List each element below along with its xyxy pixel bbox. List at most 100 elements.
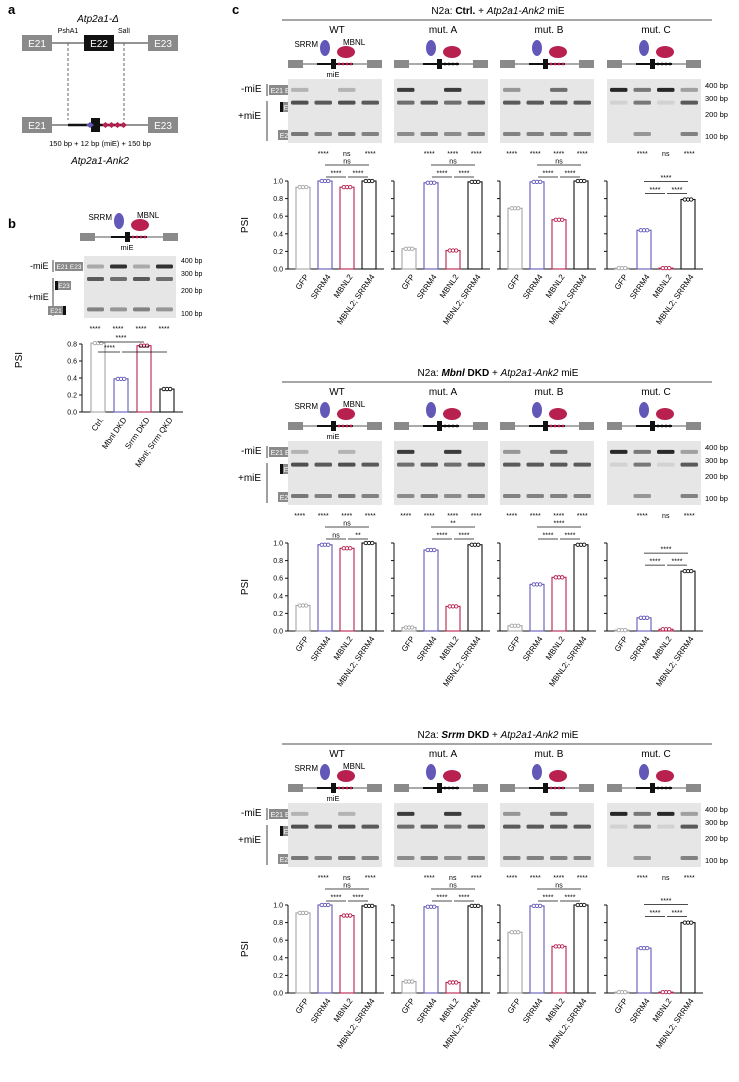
minus-mie-label: -miE [241,808,262,819]
x-tick-label: GFP [294,635,311,654]
bar [573,180,589,270]
gel-band [657,811,675,816]
row-title-part: Ctrl. [455,6,475,17]
data-point [689,569,694,574]
group-name: mut. A [429,387,458,398]
gel-band [633,87,651,92]
y-tick-label: 0.0 [273,629,283,636]
schematic-exon-left [288,422,303,430]
row-title-part: + [475,6,486,17]
bar [317,180,333,270]
bar [680,198,696,270]
gel-sig-label: **** [294,513,305,520]
row-title-part: Atp2a1-Ank2 [500,730,559,741]
gel-band [156,307,173,312]
x-tick-label: SRRM4 [628,634,652,663]
x-tick-label: MBNL2 [438,272,461,299]
schematic-mie [650,59,655,69]
gel-band [503,100,521,105]
bar [401,248,417,270]
sig-label: **** [116,335,127,342]
band-e21e23: E21 E23 [271,812,298,819]
row-title-part: Mbnl [441,368,465,379]
x-tick-label: MBNL2 [332,996,355,1023]
bar [445,605,461,632]
schematic-mie [543,421,548,431]
x-tick-label: GFP [400,273,417,292]
schematic-exon-left [394,60,409,68]
schematic-mie [331,783,336,793]
schematic-motif [549,62,553,66]
data-point [560,575,565,580]
band-tag [48,306,66,315]
bar [467,905,483,994]
data-point [326,542,331,547]
schematic-mie [437,783,442,793]
srrm-oval [532,402,542,418]
sig-label: ns [555,159,563,166]
data-point [370,540,375,546]
schematic-mie [543,783,548,793]
data-point [582,902,587,908]
y-tick-label: 1.0 [273,541,283,548]
minus-mie-label: -miE [241,446,262,457]
gel-band [526,100,544,105]
gel-band [573,132,591,137]
psi-axis-label: PSI [14,352,25,368]
gel-band [314,824,332,829]
row-title-part: Atp2a1-Ank2 [500,368,559,379]
gel-band [291,494,309,499]
srrm-oval [639,402,649,418]
sig-label: **** [543,895,554,902]
mie-label: miE [121,243,134,252]
psi-axis-label: PSI [240,217,251,233]
y-tick-label: 0.6 [273,214,283,221]
gel-band [550,856,568,861]
gel-band [444,100,462,105]
gel-band [444,87,462,92]
gel-band [420,100,438,105]
bar [551,576,567,632]
srrm-label: SRRM [294,40,318,49]
bar [317,904,333,994]
schematic-motif [451,424,455,428]
band-tag [55,281,71,290]
row-title-part: + [489,730,500,741]
gel-band [610,449,628,454]
row-title-part: Srrm [441,730,464,741]
srrm-label: SRRM [294,764,318,773]
sig-label: **** [437,895,448,902]
gel-sig-label: **** [90,326,101,333]
bar [361,905,377,994]
sig-label: **** [459,895,470,902]
x-tick-label: Ctrl. [90,416,106,433]
schematic-motif [656,424,660,428]
gel-band [610,462,628,467]
y-tick-label: 0.4 [273,231,283,238]
gel-band [420,856,438,861]
row-title-part: N2a: [431,6,455,17]
sig-label: **** [437,533,448,540]
gel-band [291,100,309,105]
y-tick-label: 1.0 [273,179,283,186]
gel-band [420,494,438,499]
bar [573,544,589,632]
schematic-motif [447,786,451,790]
data-point [689,197,694,202]
data-point [516,623,521,628]
gel-band [444,811,462,816]
sig-label: **** [672,910,683,917]
gel-band [133,307,150,312]
bp-300: 300 bp [705,94,728,103]
gel-sig-label: **** [530,875,541,882]
schematic-motif [447,62,451,66]
gel-band [633,494,651,499]
x-tick-label: MBNL2 [332,272,355,299]
panel-c-row-1: N2a: Ctrl. + Atp2a1-Ank2 miE -miE E21 E23 +… [238,6,728,326]
mbnl-oval [656,46,674,58]
schematic-motif [349,62,353,66]
panel-c-row-3: N2a: Srrm DKD + Atp2a1-Ank2 miE -miE E21 E… [238,730,728,1050]
bar [423,182,439,270]
